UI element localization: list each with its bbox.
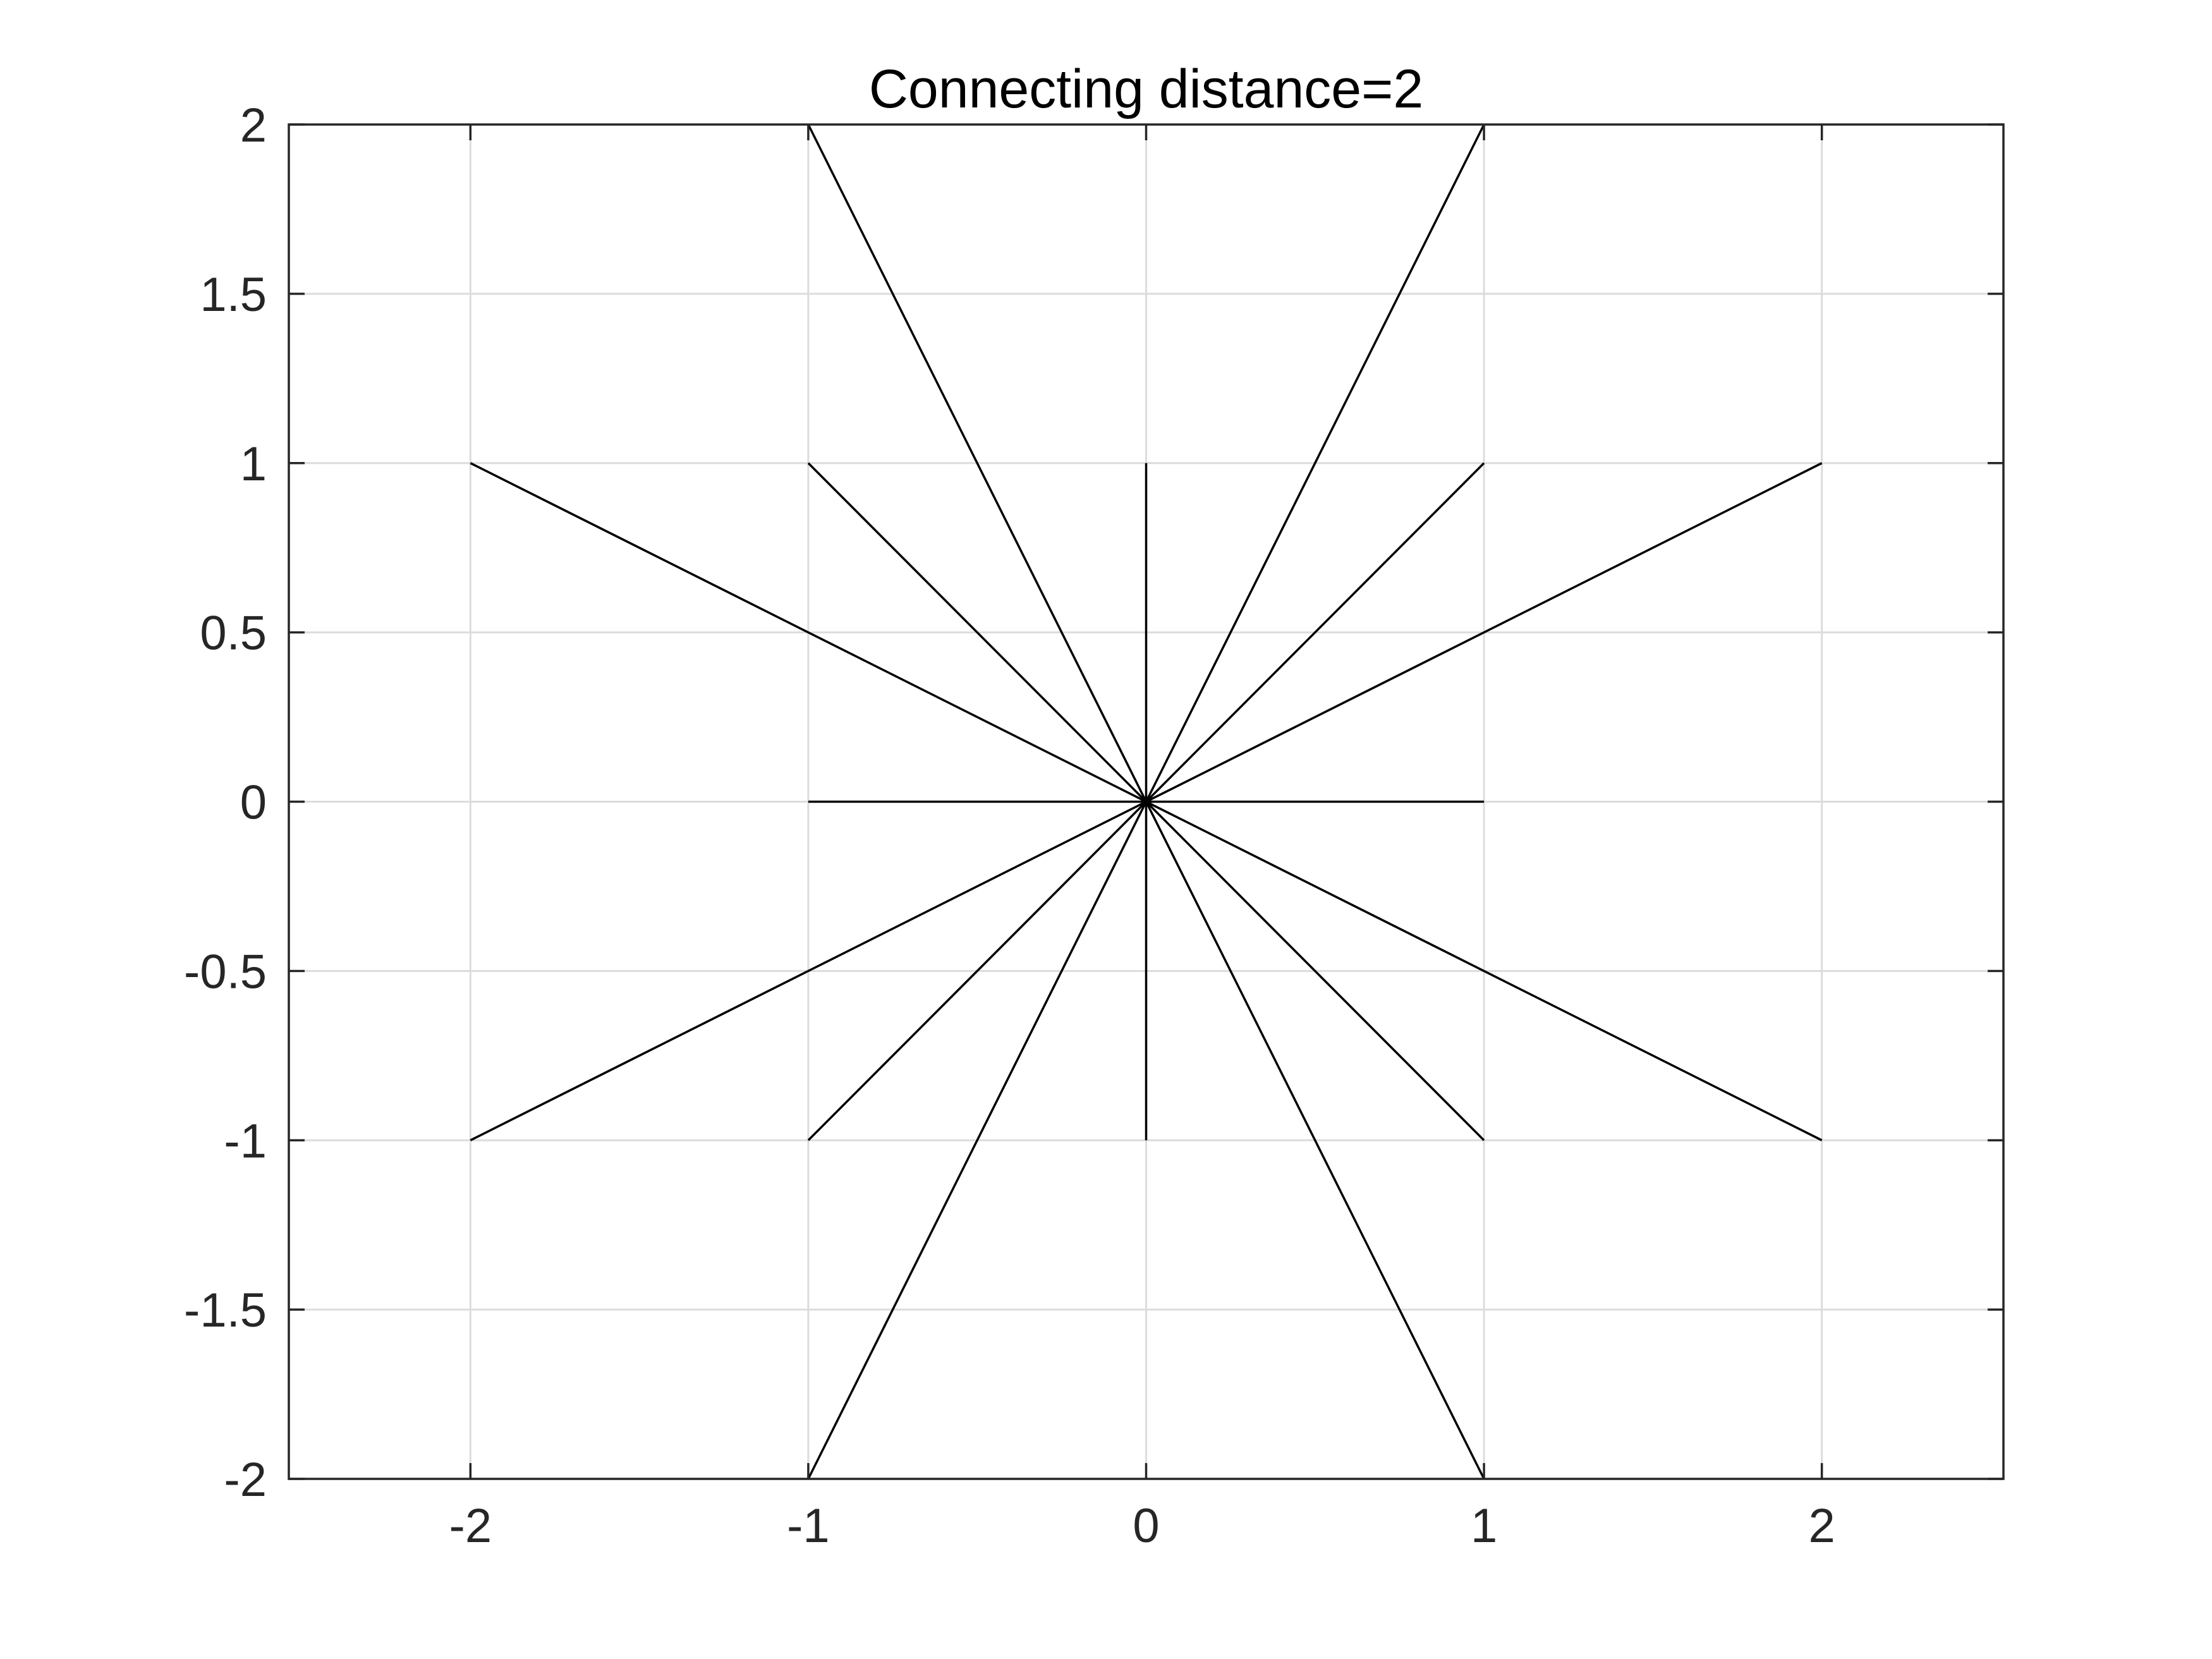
x-tick-label: 0 bbox=[1133, 1499, 1159, 1553]
y-tick-label: 1 bbox=[240, 437, 267, 491]
connection-line bbox=[1145, 801, 1485, 1141]
y-tick-label: -1.5 bbox=[184, 1284, 267, 1337]
connection-line bbox=[1145, 801, 1485, 1480]
y-tick-labels: -2 -1.5 -1 -0.5 0 0.5 1 1.5 2 bbox=[184, 99, 267, 1507]
series bbox=[470, 124, 1823, 1480]
connection-line bbox=[1145, 124, 1485, 803]
y-tick-label: 0.5 bbox=[200, 607, 267, 660]
y-tick-label: 0 bbox=[240, 776, 267, 830]
y-tick-label: 2 bbox=[240, 99, 267, 152]
connection-line bbox=[470, 462, 1147, 803]
x-tick-label: -2 bbox=[449, 1499, 492, 1553]
connection-line bbox=[807, 801, 1147, 1141]
chart-title: Connecting distance=2 bbox=[869, 59, 1423, 119]
x-tick-label: 1 bbox=[1471, 1499, 1497, 1553]
y-tick-label: 1.5 bbox=[200, 268, 267, 322]
connection-line bbox=[470, 800, 1147, 1141]
y-tick-label: -0.5 bbox=[184, 945, 267, 999]
x-tick-labels: -2 -1 0 1 2 bbox=[449, 1499, 1835, 1553]
tick-marks bbox=[289, 123, 2003, 1480]
connection-line bbox=[807, 462, 1147, 803]
connection-line bbox=[1145, 800, 1823, 1141]
x-tick-label: -1 bbox=[787, 1499, 830, 1553]
connection-line bbox=[1145, 462, 1485, 803]
y-tick-label: -1 bbox=[224, 1114, 267, 1168]
connection-line bbox=[807, 801, 1148, 1480]
y-tick-label: -2 bbox=[224, 1453, 267, 1507]
x-tick-label: 2 bbox=[1809, 1499, 1835, 1553]
connection-line bbox=[1145, 462, 1823, 803]
connection-line bbox=[807, 124, 1148, 803]
